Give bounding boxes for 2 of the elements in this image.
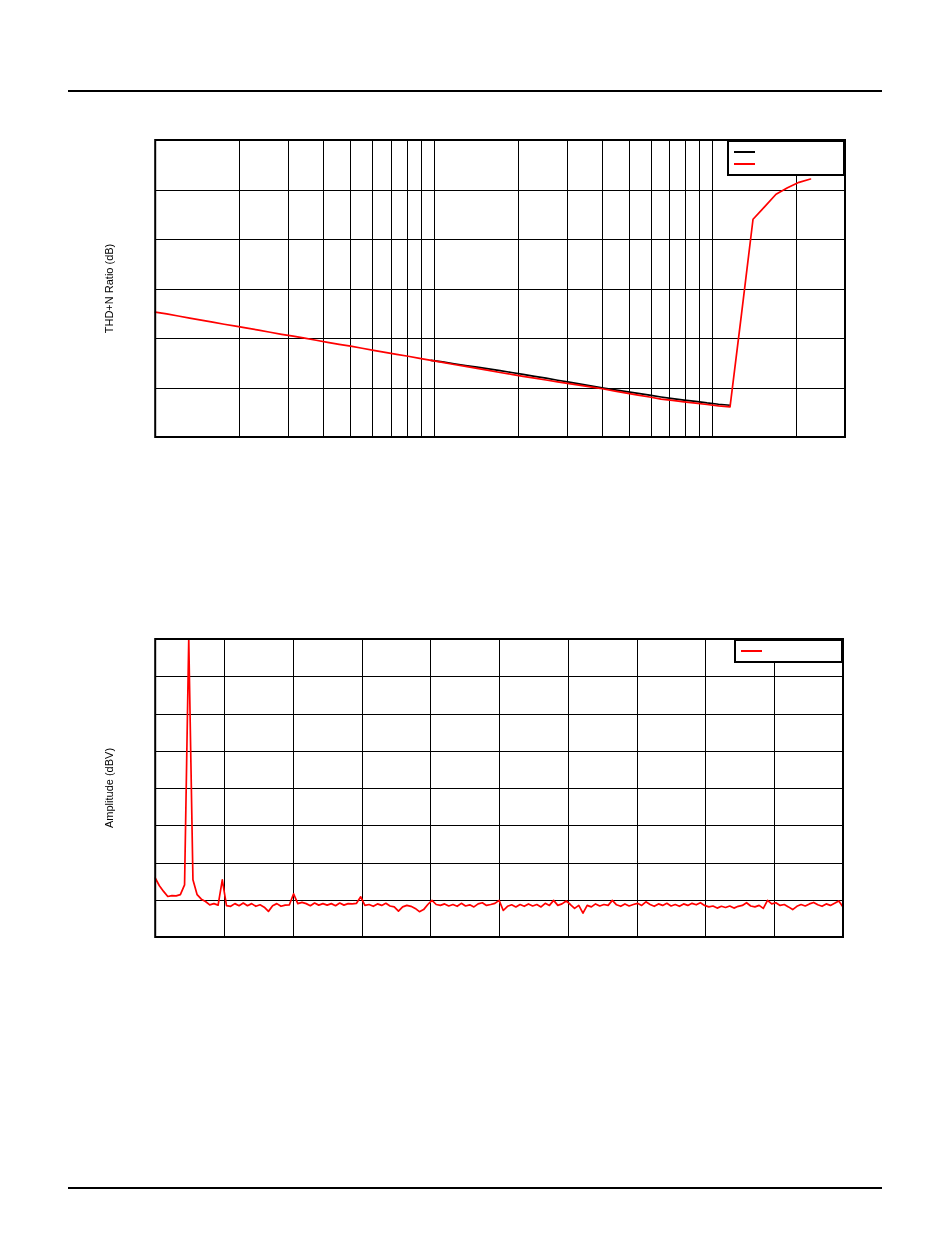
y-axis-title: THD+N Ratio (dB) bbox=[102, 243, 115, 334]
y-axis-title: Amplitude (dBV) bbox=[102, 747, 115, 829]
